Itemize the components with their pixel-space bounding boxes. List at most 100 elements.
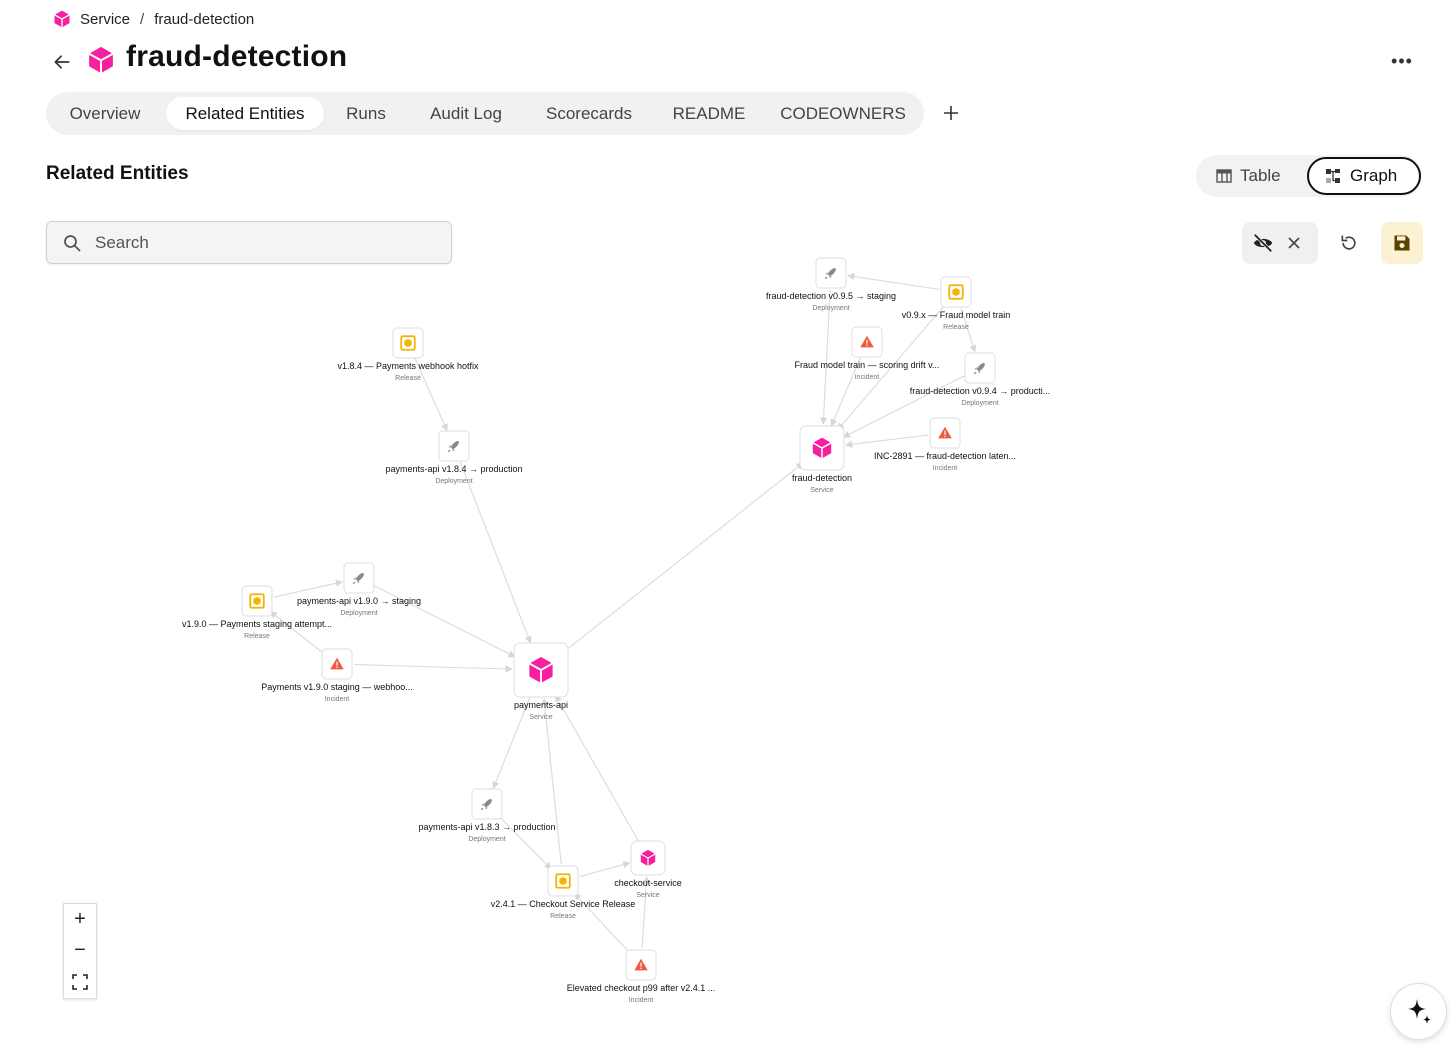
plus-icon — [944, 106, 958, 120]
node-label: payments-api v1.9.0 → staging — [297, 596, 421, 606]
graph-view-button[interactable]: Graph — [1307, 157, 1421, 195]
node-type: Deployment — [812, 305, 849, 312]
graph-edge — [353, 663, 513, 673]
graph-edge — [837, 304, 946, 431]
tab-scorecards[interactable]: Scorecards — [546, 104, 632, 123]
toggle-hidden-button[interactable] — [1249, 229, 1277, 257]
clear-filter-button[interactable] — [1280, 229, 1308, 257]
search-icon — [64, 234, 81, 251]
graph-edge — [641, 876, 650, 949]
graph-node-co-rel[interactable]: v2.4.1 — Checkout Service Release Release — [491, 865, 636, 920]
add-tab-button[interactable] — [938, 100, 964, 126]
node-type: Release — [550, 913, 576, 920]
graph-node-co[interactable]: checkout-service Service — [614, 840, 682, 899]
graph-edge — [574, 892, 630, 953]
eye-off-icon — [1253, 233, 1273, 253]
breadcrumb-item-current: fraud-detection — [154, 10, 255, 28]
graph-node-fd-dep-stg[interactable]: fraud-detection v0.9.5 → staging Deployme… — [766, 257, 896, 312]
node-label: fraud-detection v0.9.5 → staging — [766, 291, 896, 301]
node-type: Incident — [629, 997, 654, 1004]
node-type: Release — [943, 324, 969, 331]
graph-edge — [541, 698, 562, 865]
graph-node-pa-dep184[interactable]: payments-api v1.8.4 → production Deployme… — [385, 430, 523, 485]
zoom-controls: + − — [63, 903, 97, 999]
tab-related-entities[interactable]: Related Entities — [166, 97, 324, 130]
tab-overview[interactable]: Overview — [69, 104, 141, 123]
node-label: v0.9.x — Fraud model train — [902, 310, 1011, 320]
node-label: v2.4.1 — Checkout Service Release — [491, 899, 636, 909]
ai-assistant-button[interactable] — [1390, 983, 1447, 1040]
graph-node-co-inc[interactable]: Elevated checkout p99 after v2.4.1 ... In… — [567, 949, 716, 1004]
node-type: Deployment — [340, 610, 377, 617]
tab-audit-log[interactable]: Audit Log — [430, 104, 502, 123]
node-type: Incident — [325, 696, 350, 703]
graph-edge — [830, 357, 861, 427]
node-type: Service — [529, 714, 552, 721]
node-type: Incident — [933, 465, 958, 472]
graph-node-fd-inc1[interactable]: Fraud model train — scoring drift v... In… — [795, 326, 940, 381]
node-type: Release — [395, 375, 421, 382]
graph-node-pa-rel184[interactable]: v1.8.4 — Payments webhook hotfix Release — [337, 327, 479, 382]
entity-graph[interactable]: fraud-detection Service fraud-detection v0… — [0, 256, 1456, 1026]
graph-edge — [414, 358, 448, 432]
graph-node-fd-rel[interactable]: v0.9.x — Fraud model train Release — [902, 276, 1011, 331]
zoom-out-button[interactable]: − — [74, 939, 86, 961]
node-type: Service — [810, 487, 833, 494]
table-view-button[interactable]: Table — [1210, 157, 1310, 195]
graph-node-pa-rel190[interactable]: v1.9.0 — Payments staging attempt... Rele… — [182, 585, 332, 640]
sparkles-icon — [1407, 998, 1431, 1024]
cube-icon — [54, 10, 70, 28]
graph-edge — [459, 461, 532, 644]
close-icon — [1288, 237, 1300, 249]
graph-edge — [373, 585, 516, 658]
node-type: Deployment — [435, 478, 472, 485]
hidden-filter-group — [1242, 222, 1318, 264]
graph-edge — [554, 694, 640, 842]
graph-node-fd[interactable]: fraud-detection Service — [792, 425, 852, 494]
graph-node-pa-dep190[interactable]: payments-api v1.9.0 → staging Deployment — [297, 562, 421, 617]
tab-readme[interactable]: README — [672, 104, 746, 123]
graph-edge — [845, 434, 929, 448]
node-label: v1.9.0 — Payments staging attempt... — [182, 619, 332, 629]
fit-view-icon — [72, 973, 88, 990]
tab-runs[interactable]: Runs — [346, 104, 386, 123]
graph-edge — [819, 289, 831, 425]
view-toggle: Table Graph — [1196, 155, 1422, 197]
graph-edge — [273, 579, 344, 598]
cube-icon — [88, 46, 114, 74]
graph-node-pa-inc190[interactable]: Payments v1.9.0 staging — webhoo... Incid… — [261, 648, 413, 703]
table-icon — [1216, 169, 1232, 183]
node-label: Fraud model train — scoring drift v... — [795, 360, 940, 370]
save-layout-button[interactable] — [1381, 222, 1423, 264]
node-type: Deployment — [961, 400, 998, 407]
node-label: Payments v1.9.0 staging — webhoo... — [261, 682, 413, 692]
more-options-button[interactable]: ••• — [1391, 50, 1413, 71]
graph-edge — [492, 696, 531, 789]
node-label: payments-api v1.8.3 → production — [418, 822, 555, 832]
graph-node-pa[interactable]: payments-api Service — [513, 642, 569, 721]
graph-edge — [563, 462, 804, 653]
node-label: v1.8.4 — Payments webhook hotfix — [337, 361, 479, 371]
breadcrumb-item-service[interactable]: Service — [80, 10, 131, 28]
graph-node-fd-dep-prod[interactable]: fraud-detection v0.9.4 → producti... Depl… — [910, 352, 1051, 407]
graph-node-fd-inc2[interactable]: INC-2891 — fraud-detection laten... Incid… — [874, 417, 1016, 472]
breadcrumb-separator: / — [140, 10, 145, 28]
fit-view-button[interactable] — [64, 966, 96, 997]
table-view-label: Table — [1240, 166, 1281, 185]
graph-view-label: Graph — [1350, 166, 1398, 185]
back-button[interactable] — [48, 48, 76, 76]
graph-node-pa-dep183[interactable]: payments-api v1.8.3 → production Deployme… — [418, 788, 556, 843]
search-input[interactable] — [93, 231, 413, 254]
breadcrumb: Service / fraud-detection — [52, 8, 254, 30]
tab-codeowners[interactable]: CODEOWNERS — [780, 104, 906, 123]
node-type: Incident — [855, 374, 880, 381]
tab-bar: Overview Related Entities Runs Audit Log… — [46, 92, 924, 135]
node-label: payments-api — [514, 700, 568, 710]
zoom-in-button[interactable]: + — [74, 908, 86, 930]
reset-layout-button[interactable] — [1335, 229, 1363, 257]
graph-edge — [269, 611, 325, 654]
node-label: Elevated checkout p99 after v2.4.1 ... — [567, 983, 716, 993]
graph-edge — [847, 272, 940, 291]
node-type: Release — [244, 633, 270, 640]
graph-icon — [1326, 169, 1340, 183]
